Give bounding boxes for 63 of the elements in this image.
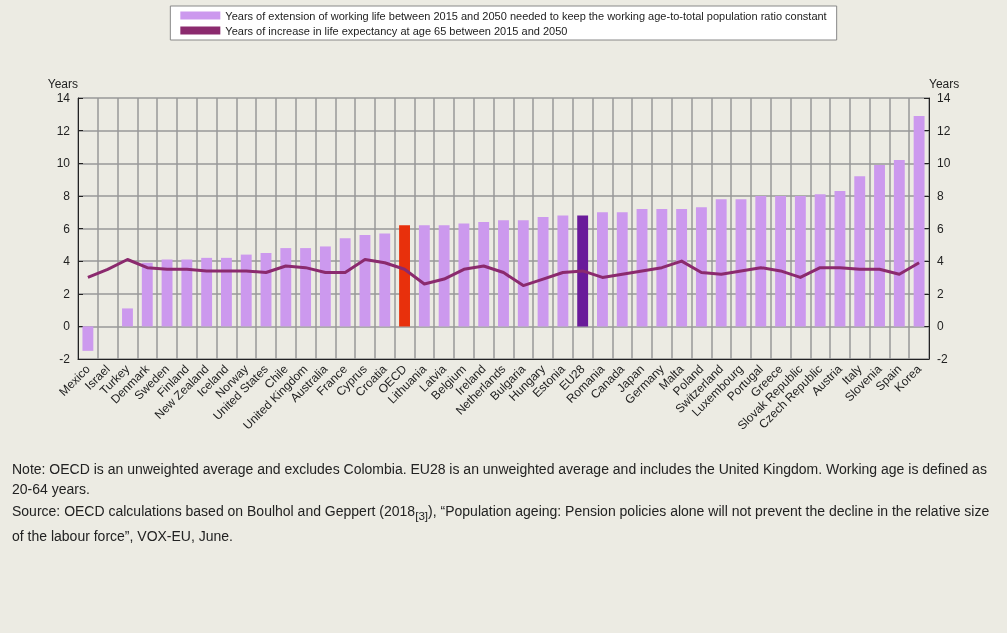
- bar: [418, 225, 430, 327]
- bar: [300, 248, 312, 327]
- bar: [201, 257, 213, 327]
- bar: [240, 254, 252, 327]
- bar: [814, 194, 826, 327]
- bar: [438, 225, 450, 327]
- bar: [280, 248, 292, 327]
- y-tick-label: 12: [56, 123, 71, 138]
- bar: [577, 215, 589, 327]
- bar: [399, 225, 410, 327]
- bar: [695, 207, 707, 327]
- bar: [537, 217, 549, 327]
- bar: [498, 220, 509, 327]
- y2-tick-label: 4: [937, 254, 944, 269]
- bar: [517, 220, 529, 327]
- y-tick-label: 4: [63, 254, 71, 269]
- bar: [715, 199, 727, 327]
- legend-label: Years of increase in life expectancy at age 65 between 2015 and 2050: [225, 24, 568, 37]
- line-series: [86, 257, 921, 288]
- bar: [122, 308, 133, 327]
- bar: [676, 208, 688, 327]
- bar: [913, 115, 925, 327]
- y2-tick-label: 10: [937, 156, 951, 171]
- y2-tick-label: -2: [937, 352, 948, 366]
- text: Note: OECD is an unweighted average and excludes Colombia. EU28 is an unweighted average and includes the United Kingdom. Working age is defined as 20-64 years.: [12, 460, 988, 499]
- y-tick-label: 14: [56, 91, 71, 105]
- bar: [478, 221, 490, 327]
- bar: [181, 259, 193, 327]
- bar: [834, 190, 846, 327]
- text: Source: OECD calculations based on Boulhol and Geppert (2018$_{[3]}$), “Population ageing: Pension policies alone will not prevent the decline in the relative size of the labour force”, VOX-EU, June.: [12, 503, 990, 544]
- bar: [141, 262, 153, 327]
- bar: [616, 212, 628, 327]
- y-tick-label: 0: [63, 319, 71, 334]
- y-tick-label: 10: [56, 156, 71, 171]
- bar: [755, 195, 767, 327]
- bar: [161, 259, 173, 327]
- bar: [794, 195, 806, 327]
- y2-tick-label: 6: [937, 221, 944, 236]
- bar: [893, 159, 905, 327]
- bar: [775, 195, 787, 327]
- y2-tick-label: 8: [937, 188, 944, 203]
- bar: [874, 164, 885, 327]
- y2-tick-label: 2: [937, 286, 944, 301]
- bar: [220, 257, 232, 327]
- bar: [854, 176, 866, 327]
- bar: [379, 233, 391, 327]
- bar: [557, 215, 569, 327]
- y2-tick-label: 12: [937, 123, 951, 138]
- bar: [458, 223, 470, 327]
- y-tick-label: -2: [59, 352, 71, 366]
- y2-tick-label: 0: [937, 319, 944, 334]
- y2-tick-label: 14: [937, 91, 951, 105]
- bar: [319, 246, 331, 327]
- y-axis-title: Years: [47, 77, 78, 91]
- bar: [656, 208, 668, 327]
- bar: [597, 212, 608, 327]
- bar: [82, 326, 94, 351]
- y-tick-label: 2: [63, 286, 71, 301]
- y2-axis-title: Years: [929, 77, 960, 91]
- legend-label: Years of extension of working life between 2015 and 2050 needed to keep the working age-to-total population ratio constant: [225, 9, 827, 22]
- y-tick-label: 6: [63, 221, 71, 236]
- y-tick-label: 8: [63, 188, 71, 203]
- bar: [339, 238, 351, 327]
